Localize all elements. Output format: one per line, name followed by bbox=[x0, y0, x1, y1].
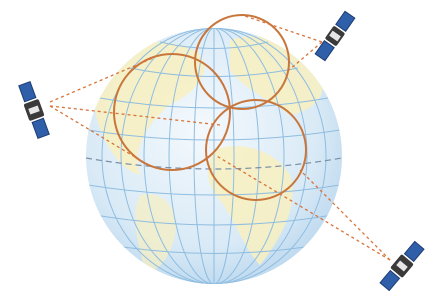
illustration bbox=[0, 0, 425, 291]
satellite bbox=[314, 11, 355, 62]
satellite bbox=[17, 81, 51, 139]
satellite bbox=[379, 240, 425, 291]
page: (() => { const data = JSON.parse(documen… bbox=[0, 0, 425, 291]
